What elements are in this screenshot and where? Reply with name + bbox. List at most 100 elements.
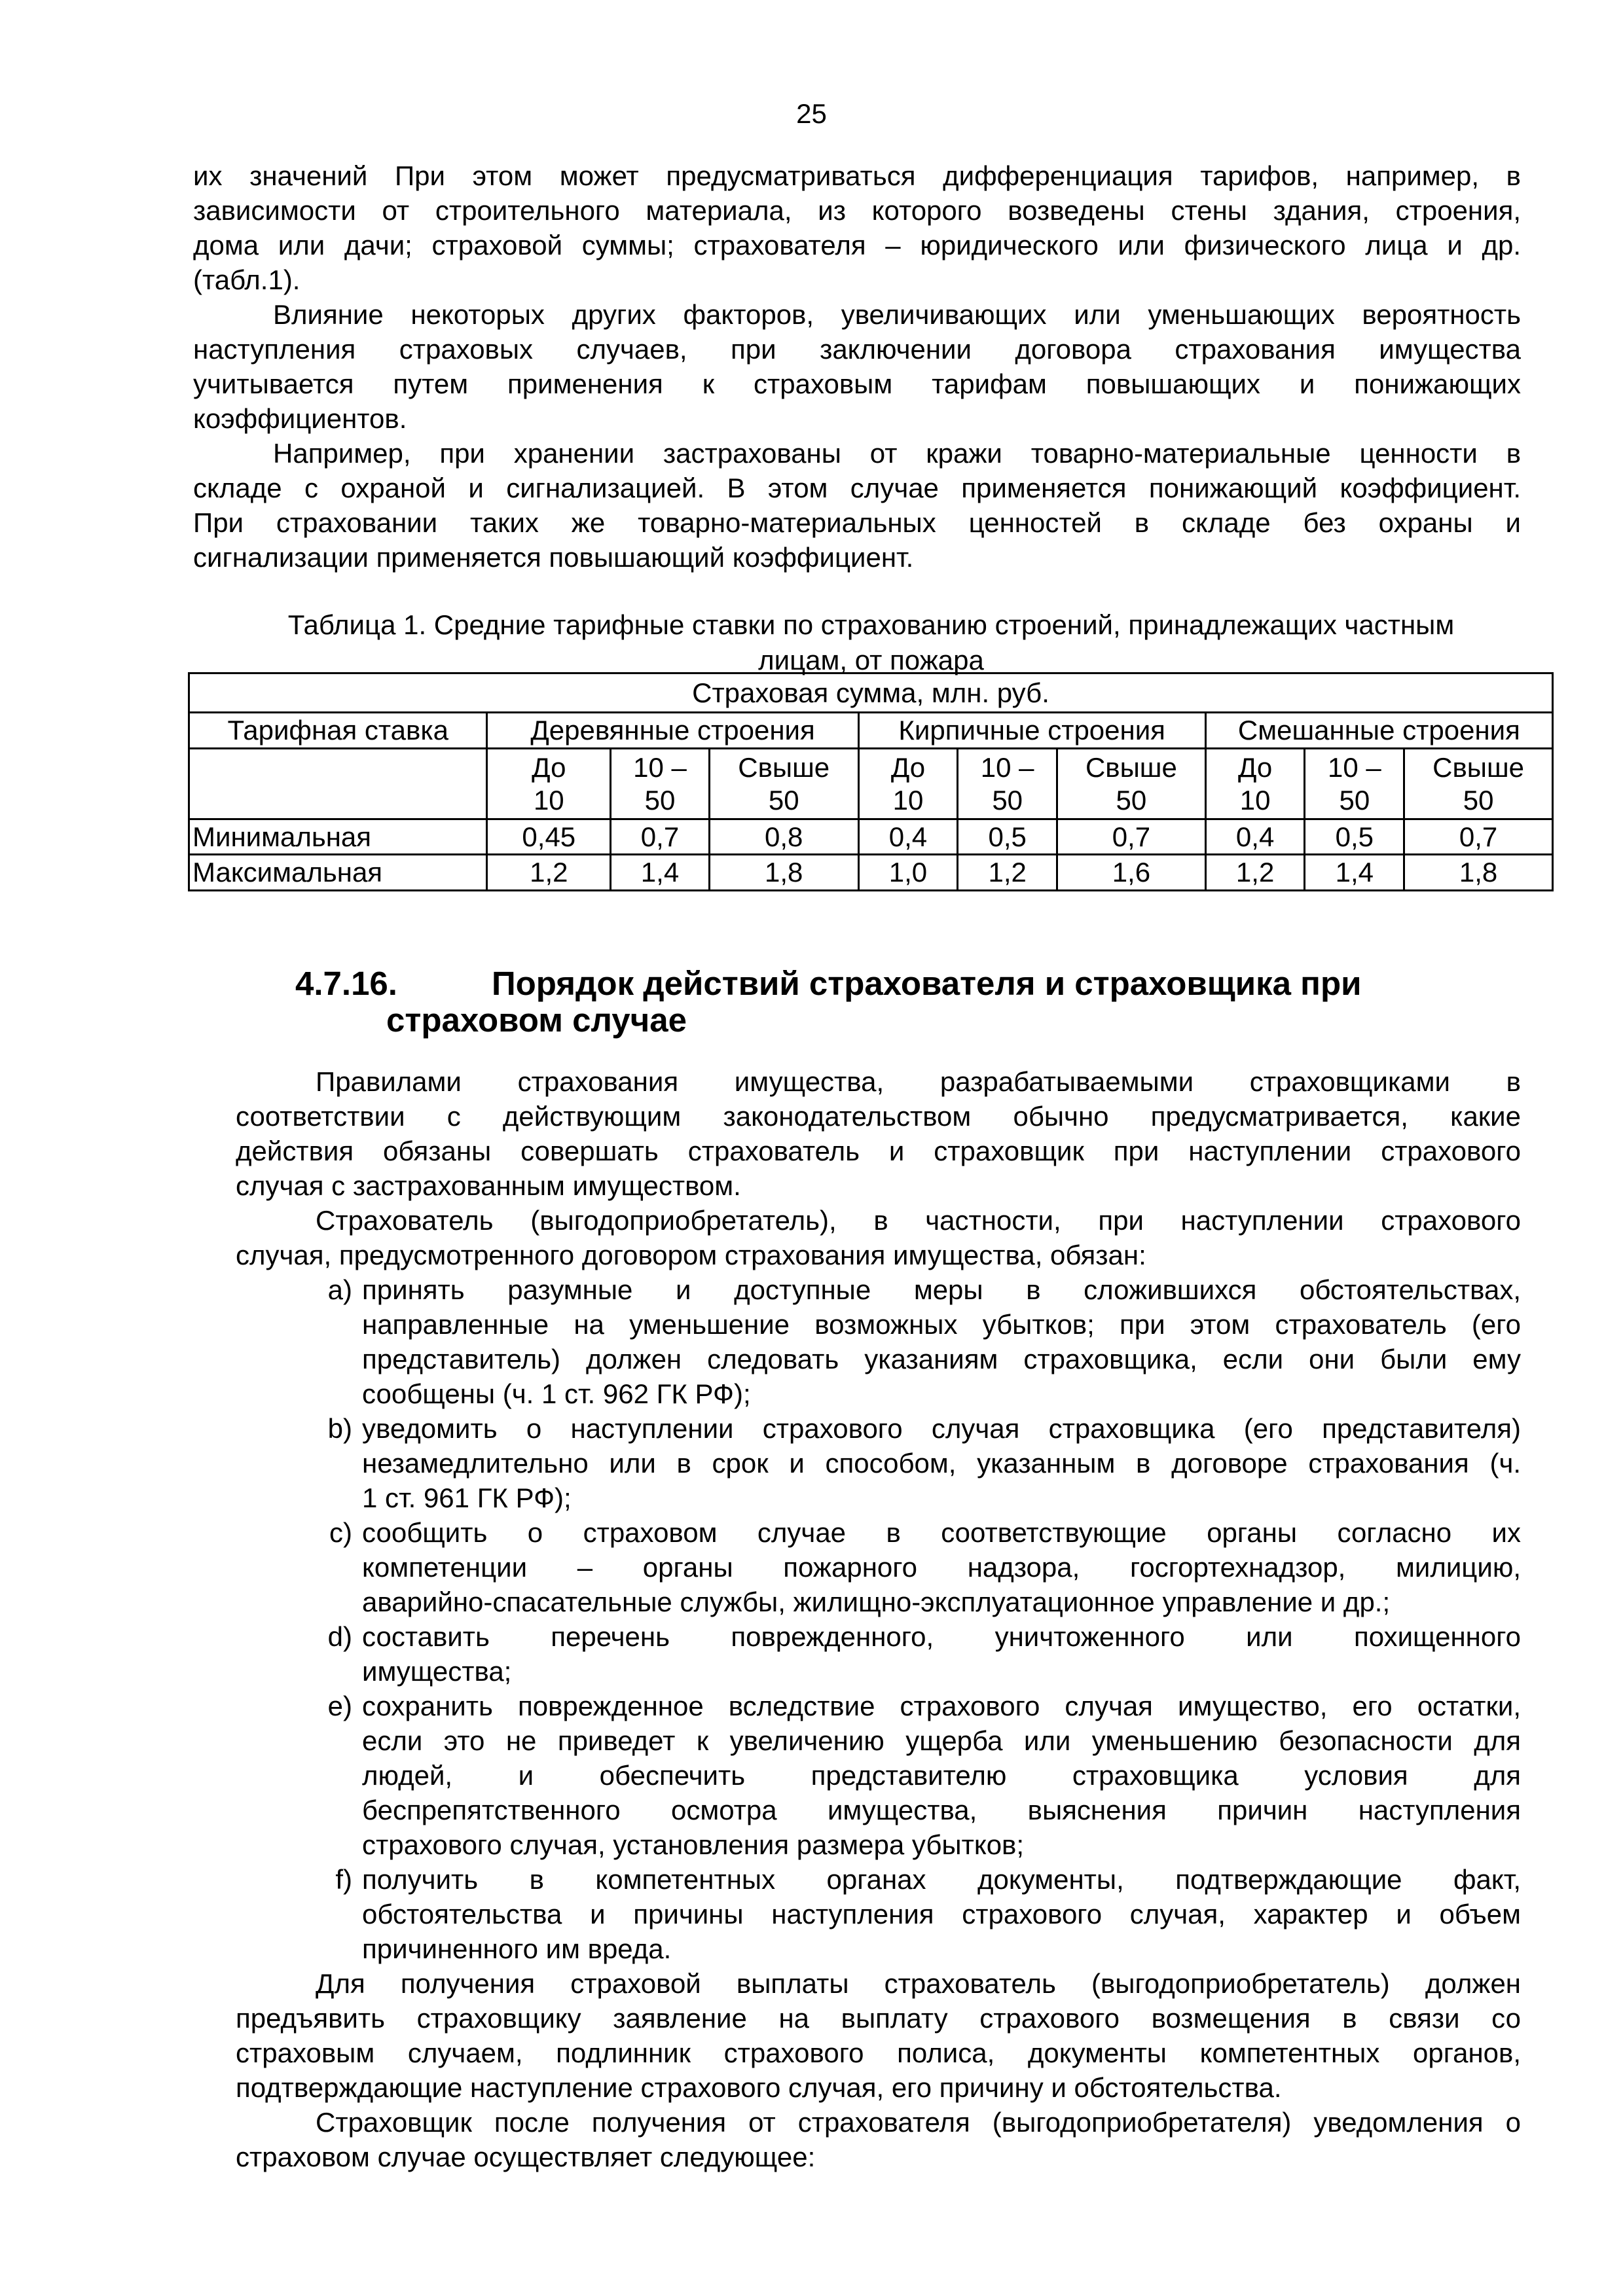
table-caption-line: лицам, от пожара	[758, 645, 984, 675]
text-line: предъявить страховщику заявление на выпл…	[236, 2003, 1521, 2034]
value-cell: 0,4	[1204, 818, 1306, 855]
text-line: дома или дачи; страховой суммы; страхова…	[193, 230, 1521, 260]
value-cell: 1,8	[1403, 853, 1554, 891]
text-line: направленные на уменьшение возможных убы…	[362, 1309, 1521, 1340]
sub-header: До 10	[857, 747, 959, 820]
sub-header-line: 10	[892, 784, 924, 816]
text-line: соответствии с действующим законодательс…	[236, 1101, 1521, 1132]
sub-header-line: 10 –	[980, 751, 1034, 783]
tariff-table: Страховая сумма, млн. руб. Тарифная став…	[187, 672, 1554, 891]
text-line: принять разумные и доступные меры в слож…	[362, 1274, 1521, 1305]
text-line: действия обязаны совершать страхователь …	[236, 1136, 1521, 1166]
sub-header-line: До	[532, 751, 566, 783]
list-item-text: получить в компетентных органах документ…	[362, 1862, 1521, 1966]
paragraph: Страхователь (выгодоприобретатель), в ча…	[236, 1203, 1521, 1272]
sub-header-line: Свыше	[738, 751, 830, 783]
sub-header: Свыше 50	[1403, 747, 1554, 820]
text-line: причиненного им вреда.	[362, 1933, 672, 1964]
sub-header: 10 –50	[957, 747, 1059, 820]
list-item-text: сохранить поврежденное вследствие страхо…	[362, 1689, 1521, 1862]
list-item: f) получить в компетентных органах докуме…	[236, 1862, 1521, 1966]
value-cell: 1,2	[486, 853, 612, 891]
value-cell: 0,8	[708, 818, 860, 855]
text-line: наступления страховых случаев, при заклю…	[193, 334, 1521, 365]
paragraph: их значений При этом может предусматрива…	[193, 158, 1521, 297]
text-line: случая, предусмотренного договором страх…	[236, 1240, 1146, 1270]
text-line: людей, и обеспечить представителю страхо…	[362, 1760, 1521, 1791]
sub-header-line: 50	[644, 784, 676, 816]
sub-header-line: 50	[1339, 784, 1370, 816]
text-line: страховым случаем, подлинник страхового …	[236, 2037, 1521, 2068]
text-line: уведомить о наступлении страхового случа…	[362, 1413, 1521, 1444]
group-header: Кирпичные строения	[857, 711, 1207, 749]
sub-header-line: 10 –	[1327, 751, 1381, 783]
list-item-text: уведомить о наступлении страхового случа…	[362, 1411, 1521, 1515]
value-cell: 0,4	[857, 818, 959, 855]
list-item: a) принять разумные и доступные меры в сл…	[236, 1272, 1521, 1411]
value-cell: 1,4	[1304, 853, 1406, 891]
section-title-line: Порядок действий страхователя и страховщ…	[492, 965, 1362, 1002]
sub-header: До 10	[1204, 747, 1306, 820]
text-line: аварийно-спасательные службы, жилищно-эк…	[362, 1587, 1391, 1617]
sub-header: До 10	[486, 747, 612, 820]
text-line: Для получения страховой выплаты страхова…	[316, 1968, 1521, 1999]
text-line: При страховании таких же товарно-материа…	[193, 507, 1521, 538]
paragraph: Например, при хранении застрахованы от к…	[193, 436, 1521, 575]
text-line: сообщены (ч. 1 ст. 962 ГК РФ);	[362, 1378, 751, 1409]
sub-header-line: 10	[1239, 784, 1271, 816]
table-caption-line: Таблица 1. Средние тарифные ставки по ст…	[287, 609, 1455, 640]
paragraph: Страховщик после получения от страховате…	[236, 2105, 1521, 2174]
text-line: Страховщик после получения от страховате…	[316, 2107, 1521, 2138]
group-header: Смешанные строения	[1204, 711, 1554, 749]
section-number: 4.7.16.	[295, 965, 397, 1002]
text-line: зависимости от строительного материала, …	[193, 195, 1521, 226]
group-header: Деревянные строения	[486, 711, 860, 749]
section-body: Правилами страхования имущества, разраба…	[236, 1064, 1521, 2174]
list-marker: a)	[327, 1274, 352, 1305]
sub-header: Свыше 50	[1056, 747, 1207, 820]
text-line: страхового случая, установления размера …	[362, 1829, 1025, 1860]
text-line: коэффициентов.	[193, 403, 407, 434]
list-item: c) сообщить о страховом случае в соответс…	[236, 1515, 1521, 1619]
paragraph: Правилами страхования имущества, разраба…	[236, 1064, 1521, 1203]
text-line: учитывается путем применения к страховым…	[193, 368, 1521, 399]
page-number: 25	[796, 98, 827, 129]
text-line: сигнализации применяется повышающий коэф…	[193, 542, 914, 573]
section-heading: 4.7.16. Порядок действий страхователя и с…	[295, 965, 1361, 1039]
sub-header-line: 50	[1463, 784, 1494, 816]
sub-header: Свыше 50	[708, 747, 860, 820]
sub-header-line: Свыше	[1085, 751, 1177, 783]
sub-header: 10 –50	[610, 747, 710, 820]
text-line: случая с застрахованным имуществом.	[236, 1170, 741, 1201]
text-line: складе с охраной и сигнализацией. В этом…	[193, 473, 1521, 503]
section-title-line: страховом случае	[386, 1001, 687, 1039]
text-line: Страхователь (выгодоприобретатель), в ча…	[316, 1205, 1521, 1236]
value-cell: 1,8	[708, 853, 860, 891]
list-item: b) уведомить о наступлении страхового слу…	[236, 1411, 1521, 1515]
text-line: если это не приведет к увеличению ущерба…	[362, 1725, 1521, 1756]
sub-header: 10 –50	[1304, 747, 1406, 820]
value-cell: 1,0	[857, 853, 959, 891]
value-cell: 1,6	[1056, 853, 1207, 891]
value-cell: 0,45	[486, 818, 612, 855]
text-line: их значений При этом может предусматрива…	[193, 160, 1521, 191]
list-item: d) составить перечень поврежденного, унич…	[236, 1619, 1521, 1689]
sub-header-line: 50	[992, 784, 1023, 816]
text-line: (табл.1).	[193, 264, 301, 295]
sub-header-line: До	[890, 751, 926, 783]
text-line: получить в компетентных органах документ…	[362, 1864, 1521, 1895]
list-item-text: сообщить о страховом случае в соответств…	[362, 1515, 1521, 1619]
text-line: обстоятельства и причины наступления стр…	[362, 1899, 1521, 1929]
sub-header-line: До	[1237, 751, 1273, 783]
list-item-text: принять разумные и доступные меры в слож…	[362, 1272, 1521, 1411]
super-header: Страховая сумма, млн. руб.	[188, 672, 1554, 713]
value-cell: 0,7	[610, 818, 710, 855]
text-line: Например, при хранении застрахованы от к…	[273, 438, 1521, 469]
sub-header-line: Свыше	[1432, 751, 1525, 783]
obligations-list: a) принять разумные и доступные меры в сл…	[236, 1272, 1521, 1966]
text-line: подтверждающие наступление страхового сл…	[236, 2072, 1282, 2103]
list-item-text: составить перечень поврежденного, уничто…	[362, 1619, 1521, 1689]
text-line: Правилами страхования имущества, разраба…	[316, 1066, 1521, 1097]
text-line: беспрепятственного осмотра имущества, вы…	[362, 1795, 1521, 1825]
text-line: компетенции – органы пожарного надзора, …	[362, 1552, 1521, 1583]
